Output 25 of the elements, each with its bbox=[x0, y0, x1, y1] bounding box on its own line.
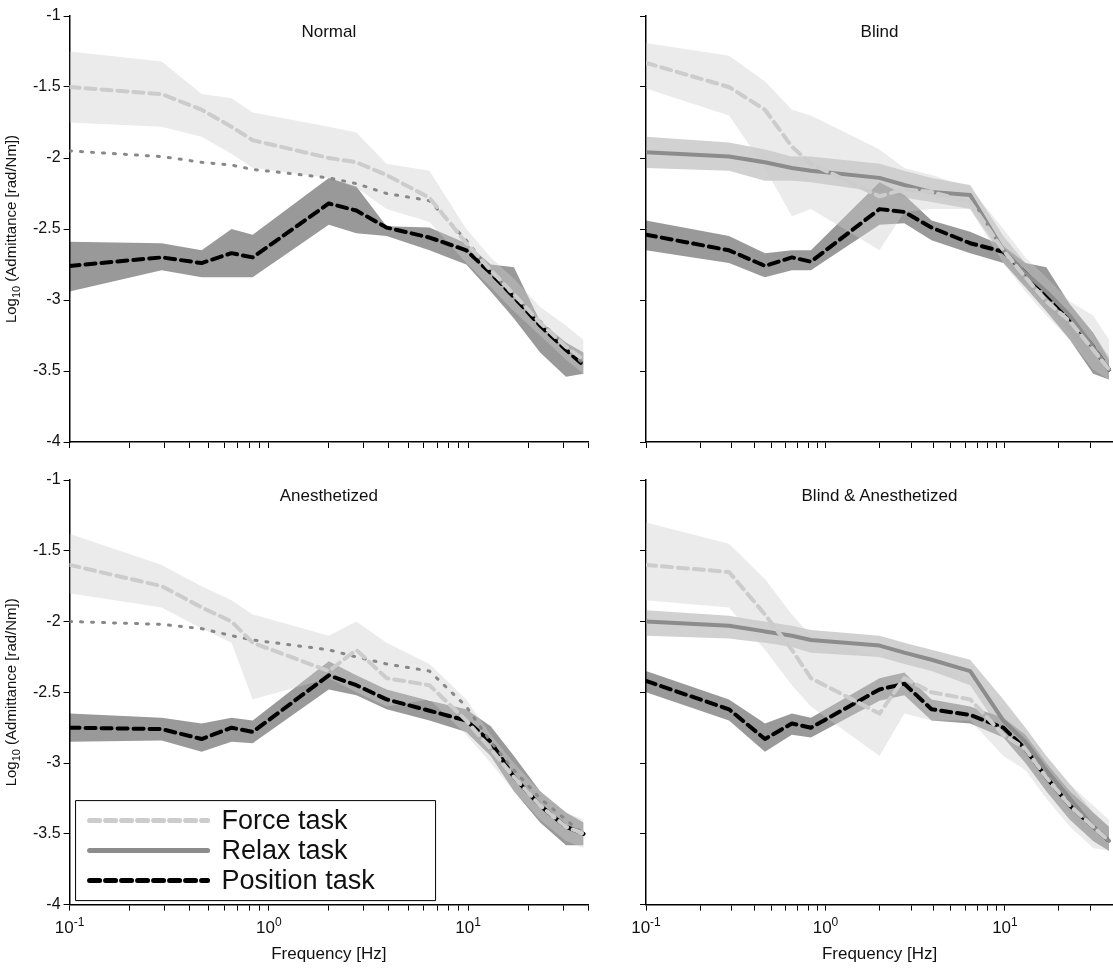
x-axis-title: Frequency [Hz] bbox=[821, 944, 938, 964]
y-tick-label: -3.5 bbox=[32, 361, 61, 379]
y-tick-label: -1 bbox=[46, 6, 61, 24]
chart-title: Normal bbox=[301, 22, 357, 42]
y-tick-label: -2.5 bbox=[32, 219, 61, 237]
legend-label: Force task bbox=[221, 805, 349, 836]
y-tick-label: -1.5 bbox=[32, 541, 61, 559]
legend-label: Position task bbox=[221, 865, 376, 896]
y-tick-label: -2 bbox=[46, 148, 61, 166]
y-tick-label: -3 bbox=[46, 290, 61, 308]
legend-label: Relax task bbox=[221, 835, 349, 866]
y-tick-label: -1.5 bbox=[32, 77, 61, 95]
y-axis-title: Log10 (Admittance [rad/Nm]) bbox=[2, 134, 22, 324]
chart-title: Blind & Anesthetized bbox=[801, 486, 958, 506]
y-tick-label: -1 bbox=[46, 470, 61, 488]
y-tick-label: -2.5 bbox=[32, 682, 61, 700]
chart-title: Anesthetized bbox=[279, 486, 378, 506]
y-tick-label: -3.5 bbox=[32, 824, 61, 842]
y-tick-label: -3 bbox=[46, 753, 61, 771]
x-axis-title: Frequency [Hz] bbox=[271, 944, 387, 964]
y-tick-label: -2 bbox=[46, 611, 61, 629]
y-tick-label: -4 bbox=[46, 432, 61, 450]
y-axis-title: Log10 (Admittance [rad/Nm]) bbox=[2, 598, 22, 787]
y-tick-label: -4 bbox=[46, 895, 61, 913]
chart-title: Blind bbox=[860, 22, 899, 42]
